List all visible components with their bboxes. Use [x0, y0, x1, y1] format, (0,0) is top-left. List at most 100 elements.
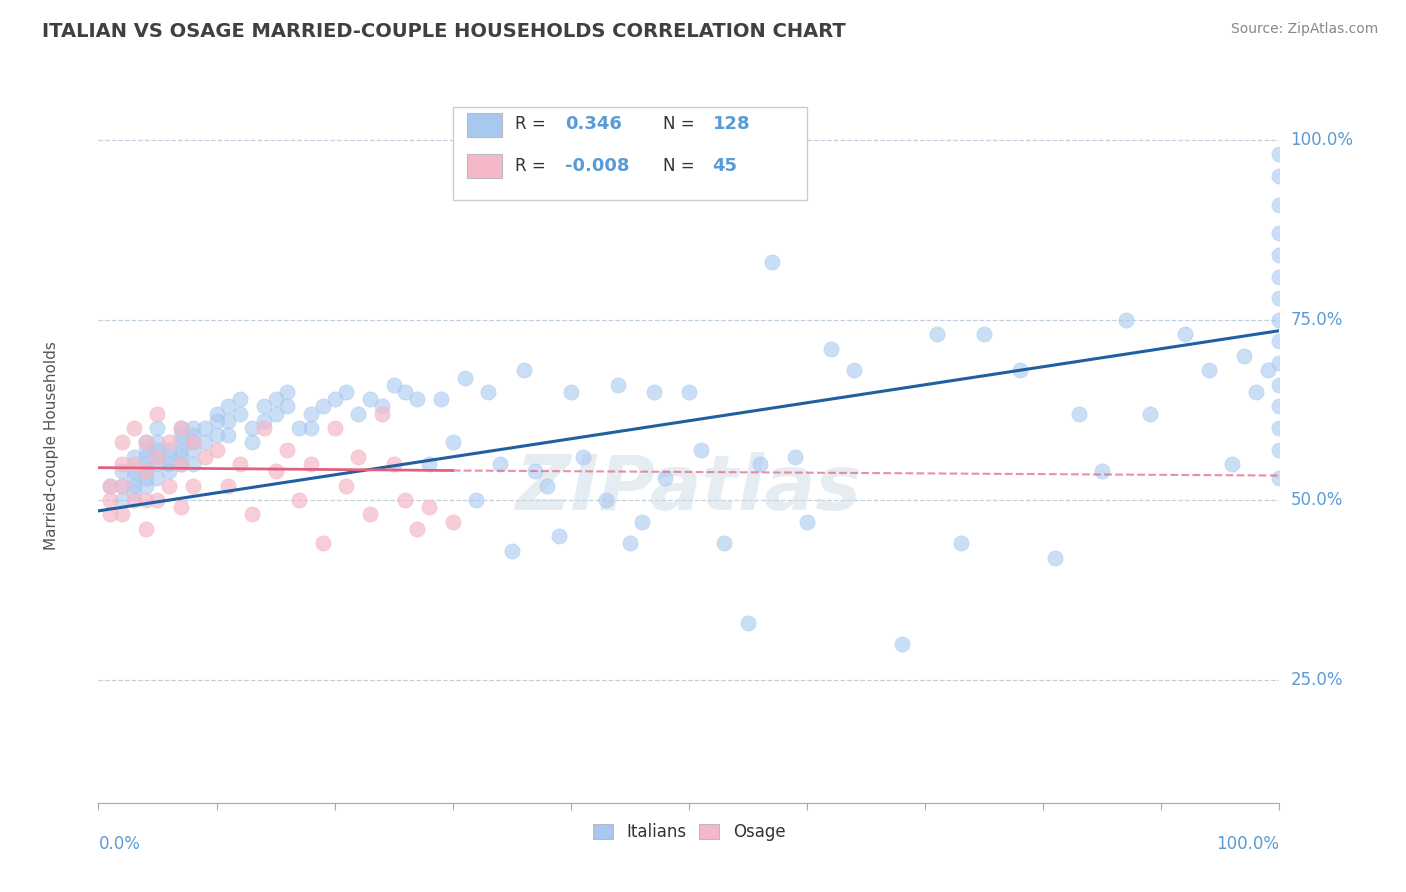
- Point: [489, 457, 512, 471]
- Point: [146, 442, 169, 457]
- Point: [1268, 291, 1291, 305]
- Point: [240, 435, 263, 450]
- Point: [170, 421, 193, 435]
- Point: [122, 486, 145, 500]
- Point: [371, 407, 394, 421]
- Bar: [467, 112, 502, 137]
- Point: [441, 515, 464, 529]
- Point: [264, 464, 287, 478]
- Point: [181, 478, 204, 492]
- Point: [122, 457, 145, 471]
- Point: [194, 450, 217, 464]
- Point: [299, 421, 322, 435]
- Point: [170, 457, 193, 471]
- Point: [194, 421, 217, 435]
- Point: [135, 478, 157, 492]
- Point: [170, 457, 193, 471]
- Point: [288, 421, 311, 435]
- Text: 45: 45: [713, 157, 738, 175]
- Point: [146, 450, 169, 464]
- Point: [217, 478, 239, 492]
- Point: [217, 428, 239, 442]
- Point: [689, 442, 711, 457]
- Point: [253, 400, 276, 414]
- Point: [1268, 248, 1291, 262]
- Text: 100.0%: 100.0%: [1216, 835, 1279, 853]
- Point: [1067, 407, 1090, 421]
- Point: [181, 442, 204, 457]
- Point: [359, 392, 381, 406]
- Point: [157, 442, 180, 457]
- Point: [323, 421, 346, 435]
- Point: [170, 435, 193, 450]
- Point: [548, 529, 571, 543]
- Point: [335, 384, 357, 399]
- Point: [146, 435, 169, 450]
- Point: [1268, 377, 1291, 392]
- Point: [122, 493, 145, 508]
- Point: [418, 500, 440, 515]
- Point: [925, 327, 948, 342]
- Point: [98, 493, 121, 508]
- Text: 0.346: 0.346: [565, 115, 621, 133]
- Text: -0.008: -0.008: [565, 157, 630, 175]
- Point: [1244, 384, 1267, 399]
- Point: [240, 508, 263, 522]
- Point: [299, 457, 322, 471]
- Text: 100.0%: 100.0%: [1291, 130, 1354, 149]
- Point: [264, 407, 287, 421]
- Point: [1043, 550, 1066, 565]
- Point: [1008, 363, 1031, 377]
- Point: [1268, 356, 1291, 370]
- Point: [157, 435, 180, 450]
- Point: [1115, 313, 1137, 327]
- Point: [122, 450, 145, 464]
- Point: [359, 508, 381, 522]
- Point: [630, 515, 652, 529]
- Point: [181, 457, 204, 471]
- Point: [1268, 471, 1291, 485]
- Point: [820, 342, 842, 356]
- Point: [229, 392, 252, 406]
- Point: [146, 450, 169, 464]
- Point: [1268, 421, 1291, 435]
- Point: [217, 400, 239, 414]
- Point: [453, 370, 475, 384]
- Text: 50.0%: 50.0%: [1291, 491, 1343, 509]
- Point: [146, 407, 169, 421]
- Point: [194, 435, 217, 450]
- Point: [135, 435, 157, 450]
- Point: [973, 327, 995, 342]
- Point: [607, 377, 630, 392]
- Point: [181, 428, 204, 442]
- Point: [170, 428, 193, 442]
- Legend: Italians, Osage: Italians, Osage: [586, 817, 792, 848]
- Point: [299, 407, 322, 421]
- Point: [785, 450, 807, 464]
- Point: [217, 414, 239, 428]
- Point: [229, 407, 252, 421]
- Point: [1174, 327, 1197, 342]
- Text: R =: R =: [516, 157, 546, 175]
- Point: [1220, 457, 1243, 471]
- Text: 25.0%: 25.0%: [1291, 672, 1343, 690]
- Point: [536, 478, 558, 492]
- Text: N =: N =: [664, 157, 695, 175]
- Point: [1268, 442, 1291, 457]
- Point: [181, 421, 204, 435]
- Point: [1233, 349, 1256, 363]
- Point: [111, 464, 134, 478]
- Bar: [467, 154, 502, 178]
- Point: [111, 478, 134, 492]
- Point: [1268, 169, 1291, 183]
- Point: [122, 471, 145, 485]
- Point: [619, 536, 641, 550]
- Text: 0.0%: 0.0%: [98, 835, 141, 853]
- Point: [146, 457, 169, 471]
- Point: [394, 384, 416, 399]
- Point: [135, 457, 157, 471]
- Point: [524, 464, 547, 478]
- Point: [1268, 197, 1291, 211]
- Point: [347, 450, 370, 464]
- Text: Married-couple Households: Married-couple Households: [44, 342, 59, 550]
